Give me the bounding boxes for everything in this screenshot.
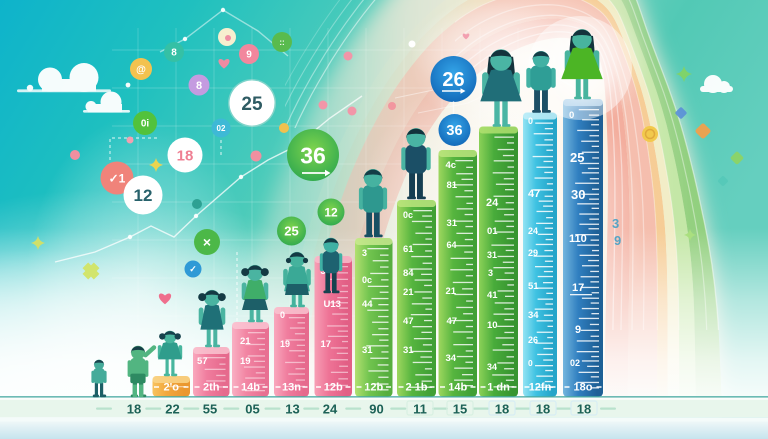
svg-text:24: 24 [528, 226, 538, 236]
svg-text:25: 25 [284, 224, 298, 239]
svg-text:29: 29 [528, 248, 538, 258]
svg-text:90: 90 [369, 402, 383, 417]
svg-text:2th: 2th [203, 382, 220, 394]
svg-text:U13: U13 [324, 299, 341, 310]
svg-text:17: 17 [321, 339, 332, 350]
svg-text:3: 3 [612, 216, 619, 231]
svg-text:0: 0 [528, 116, 533, 126]
svg-text:11: 11 [413, 402, 427, 417]
svg-text:0: 0 [528, 358, 533, 368]
svg-text:51: 51 [528, 281, 539, 292]
svg-text:8: 8 [196, 80, 202, 92]
svg-text:84: 84 [403, 268, 414, 279]
svg-text:26: 26 [528, 335, 538, 345]
svg-text:41: 41 [487, 290, 498, 301]
svg-text:24: 24 [323, 402, 338, 417]
svg-text:✓: ✓ [189, 264, 197, 274]
svg-text:34: 34 [528, 310, 539, 321]
svg-text:2 1b: 2 1b [405, 382, 427, 394]
svg-text:8: 8 [171, 48, 177, 59]
svg-text:9: 9 [246, 50, 252, 61]
svg-text:34: 34 [446, 353, 457, 364]
svg-text:✓1: ✓1 [109, 171, 126, 185]
svg-text:31: 31 [487, 250, 497, 260]
svg-text:36: 36 [446, 123, 462, 139]
svg-text:18: 18 [536, 402, 550, 417]
svg-text:19: 19 [240, 356, 251, 367]
svg-text:0i: 0i [141, 119, 150, 130]
svg-text:×: × [203, 234, 211, 250]
svg-text:36: 36 [300, 142, 326, 168]
svg-text:57: 57 [197, 356, 208, 367]
svg-text:15: 15 [453, 402, 467, 417]
svg-text:12b: 12b [324, 382, 343, 394]
svg-text:31: 31 [403, 345, 414, 356]
svg-text:25: 25 [241, 94, 263, 115]
svg-text:18: 18 [495, 402, 509, 417]
svg-text:55: 55 [203, 402, 217, 417]
svg-text:44: 44 [362, 299, 373, 310]
svg-text:12fn: 12fn [529, 382, 552, 394]
svg-text:12b: 12b [364, 382, 383, 394]
svg-text:47: 47 [403, 316, 414, 327]
svg-text:9: 9 [575, 324, 581, 336]
svg-text:47: 47 [447, 316, 458, 327]
svg-text:::: :: [279, 38, 284, 47]
svg-text:17: 17 [572, 282, 584, 294]
svg-text:64: 64 [447, 240, 457, 250]
svg-text:02: 02 [570, 358, 580, 368]
svg-text:12: 12 [134, 186, 153, 205]
svg-text:18: 18 [127, 402, 141, 417]
svg-text:3: 3 [362, 248, 367, 258]
svg-text:81: 81 [447, 180, 458, 191]
svg-text:26: 26 [442, 69, 464, 91]
svg-text:13: 13 [285, 402, 299, 417]
svg-text:22: 22 [165, 402, 179, 417]
svg-text:21: 21 [240, 336, 251, 347]
svg-text:21: 21 [403, 287, 414, 298]
svg-text:18: 18 [577, 402, 591, 417]
svg-text:01: 01 [487, 226, 498, 237]
svg-text:12: 12 [324, 205, 338, 219]
svg-text:0c: 0c [362, 275, 372, 285]
svg-text:02: 02 [217, 124, 226, 133]
svg-text:@: @ [136, 65, 146, 76]
svg-text:19: 19 [280, 339, 290, 349]
svg-text:14b: 14b [241, 382, 260, 394]
svg-text:3: 3 [488, 268, 493, 278]
svg-text:21: 21 [446, 286, 457, 297]
svg-text:31: 31 [447, 218, 458, 229]
svg-text:10: 10 [487, 320, 498, 331]
svg-text:13n: 13n [282, 382, 301, 394]
svg-text:18: 18 [177, 147, 194, 164]
svg-text:31: 31 [362, 345, 373, 356]
svg-text:1 dn: 1 dn [487, 382, 510, 394]
svg-text:0: 0 [280, 310, 285, 320]
svg-text:61: 61 [403, 244, 414, 255]
svg-text:0c: 0c [403, 210, 413, 220]
svg-text:25: 25 [570, 150, 584, 165]
svg-text:30: 30 [571, 187, 585, 202]
svg-text:24: 24 [486, 197, 499, 209]
svg-text:34: 34 [487, 362, 497, 372]
svg-text:4c: 4c [446, 160, 457, 171]
svg-text:18o: 18o [574, 382, 593, 394]
svg-text:47: 47 [528, 188, 540, 200]
svg-text:2'o: 2'o [164, 382, 180, 394]
svg-text:9: 9 [614, 233, 621, 248]
svg-text:3: 3 [321, 266, 326, 276]
svg-text:05: 05 [245, 402, 259, 417]
svg-text:110: 110 [569, 233, 587, 245]
svg-text:14b: 14b [448, 382, 467, 394]
svg-text:0: 0 [569, 110, 574, 121]
